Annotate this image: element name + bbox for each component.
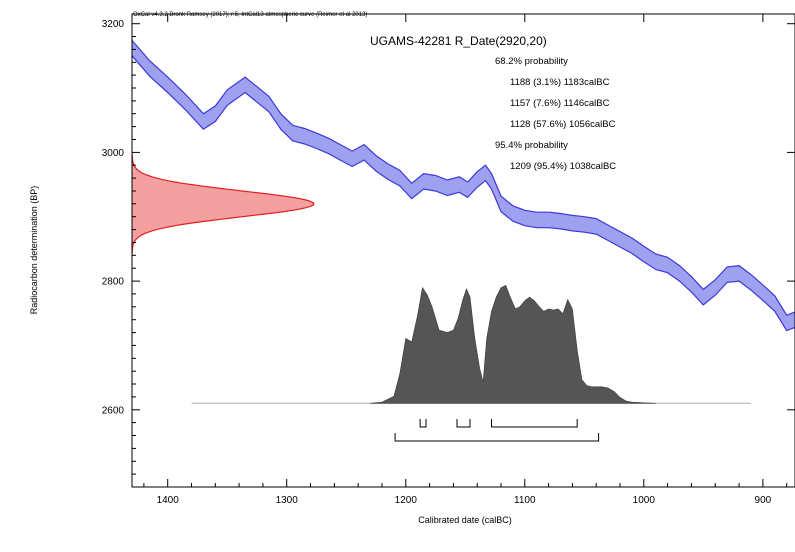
- x-tick-label: 1200: [395, 495, 418, 506]
- chart-title: UGAMS-42281 R_Date(2920,20): [370, 34, 547, 48]
- range-annotation: 1128 (57.6%) 1056calBC: [510, 119, 616, 130]
- probability-heading: 68.2% probability: [495, 56, 568, 67]
- x-tick-label: 1400: [157, 495, 180, 506]
- axes-layer: 1400 1300 1200 1100 1000 900 2600 2800 3000 3200: [102, 14, 795, 506]
- range-68-bracket: [456, 419, 471, 428]
- range-annotation: 1188 (3.1%) 1183calBC: [510, 77, 610, 88]
- plot-frame: [131, 13, 795, 488]
- radiocarbon-date-layer: [131, 152, 315, 256]
- probability-heading: 95.4% probability: [495, 140, 568, 151]
- calibrated-distribution-layer: [191, 284, 751, 404]
- radiocarbon-date-outline: [131, 152, 315, 256]
- y-tick-label: 2800: [102, 277, 125, 288]
- radiocarbon-date-area: [132, 152, 314, 256]
- range-annotation: 1209 (95.4%) 1038calBC: [510, 161, 616, 172]
- x-tick-label: 1000: [633, 495, 656, 506]
- calibrated-distribution-area: [370, 284, 656, 404]
- calibration-curve-layer: [131, 40, 795, 332]
- range-brackets-layer: [394, 419, 600, 442]
- range-68-bracket: [491, 419, 578, 428]
- x-tick-label: 1300: [276, 495, 299, 506]
- y-tick-label: 3000: [102, 148, 125, 159]
- annotations-layer: 68.2% probability 1188 (3.1%) 1183calBC 11…: [495, 56, 616, 172]
- x-tick-label: 900: [755, 495, 772, 506]
- range-68-bracket: [419, 419, 427, 428]
- calibration-curve-lower: [131, 55, 795, 332]
- range-95-bracket: [394, 433, 600, 442]
- calibration-curve-band: [132, 40, 795, 331]
- y-axis-label: Radiocarbon determination (BP): [29, 186, 39, 315]
- y-tick-label: 2600: [102, 405, 125, 416]
- x-tick-label: 1100: [514, 495, 536, 506]
- y-tick-label: 3200: [102, 19, 125, 30]
- range-annotation: 1157 (7.6%) 1146calBC: [510, 98, 610, 109]
- credit-text: OxCal v4.3.2 Bronk Ramsey (2017); r:5; I…: [133, 12, 367, 18]
- calibration-curve-upper: [131, 40, 795, 316]
- x-axis-label: Calibrated date (calBC): [418, 515, 512, 525]
